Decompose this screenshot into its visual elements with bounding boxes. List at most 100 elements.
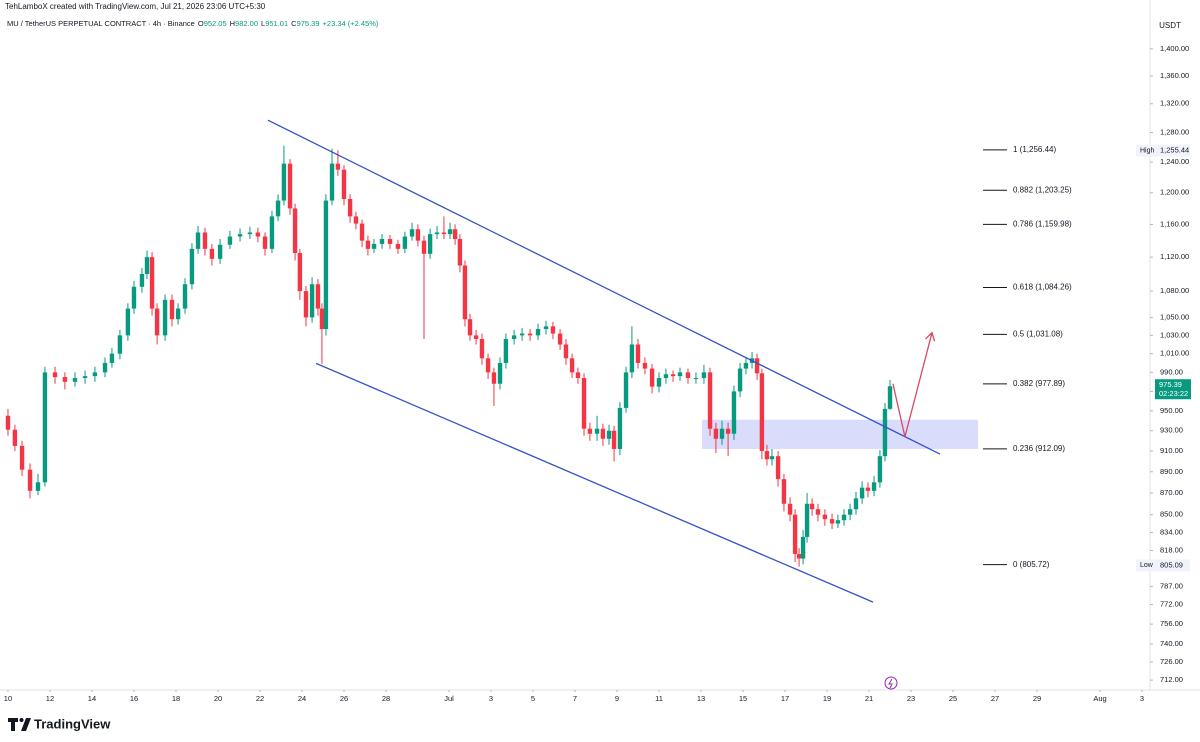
candle-body <box>764 451 770 460</box>
candle-body <box>835 520 841 524</box>
candle-body <box>329 163 335 201</box>
fib-label: 0.618 (1,084.26) <box>1013 283 1072 292</box>
y-tick-label: 1,010.00 <box>1160 349 1189 358</box>
candle-body <box>341 169 347 199</box>
x-tick-label: 14 <box>88 694 96 703</box>
arrow-head <box>925 331 936 342</box>
candle-body <box>281 163 287 201</box>
candle-body <box>792 514 798 554</box>
x-tick-label: 10 <box>4 694 12 703</box>
zone <box>702 419 979 449</box>
x-tick-label: 20 <box>214 694 222 703</box>
tradingview-logo: TradingView <box>8 716 111 731</box>
y-tick-label: 1,280.00 <box>1160 127 1189 136</box>
candle-body <box>871 482 877 491</box>
marker-label: High <box>1140 147 1155 154</box>
candle-body <box>527 333 533 336</box>
candle-body <box>72 378 78 382</box>
candle-body <box>719 428 725 439</box>
fib-label: 0 (805.72) <box>1013 560 1050 569</box>
marker-box <box>1136 144 1190 157</box>
candle-body <box>182 284 188 309</box>
candle-body <box>255 232 261 237</box>
candle-body <box>387 238 393 244</box>
x-tick-label: 24 <box>298 694 306 703</box>
lightning-icon <box>884 676 898 690</box>
candle-body <box>859 487 865 499</box>
countdown: 02:23:22 <box>1159 389 1188 398</box>
candle-body <box>822 514 828 520</box>
x-tick-label: 27 <box>991 694 999 703</box>
candle-body <box>421 240 427 254</box>
candle-body <box>743 362 749 369</box>
legend-part: 975.39 <box>297 19 320 28</box>
candle-body <box>594 428 600 434</box>
candle-body <box>754 358 760 374</box>
channel-line <box>315 362 874 603</box>
candle-body <box>693 378 699 380</box>
candle-body <box>365 240 371 249</box>
candle-body <box>887 386 893 409</box>
legend-part: MU / TetherUS PERPETUAL CONTRACT · 4h · … <box>7 19 195 28</box>
x-tick-label: 11 <box>655 694 663 703</box>
candle-body <box>701 372 707 379</box>
candle-body <box>629 344 635 373</box>
fib-label: 0.236 (912.09) <box>1013 444 1065 453</box>
candle-body <box>319 308 325 330</box>
candle-body <box>247 232 253 235</box>
candle-body <box>52 372 58 378</box>
candle-body <box>882 408 888 457</box>
candle-body <box>315 284 321 309</box>
credit: TehLamboX created with TradingView.com, … <box>5 2 266 11</box>
candle-body <box>725 428 731 434</box>
candle-body <box>117 335 123 354</box>
candle-body <box>323 200 329 330</box>
candle-body <box>237 234 243 237</box>
candle-body <box>154 308 160 336</box>
candle-body <box>677 372 683 377</box>
x-tick-label: 19 <box>823 694 831 703</box>
candle-body <box>109 353 115 363</box>
candle-body <box>169 299 175 320</box>
candle-body <box>713 428 719 439</box>
plot-area: 1 (1,256.44) 0.882 (1,203.25) 0.786 (1,159… <box>5 119 1072 603</box>
candle-body <box>550 326 556 334</box>
candle-body <box>269 216 275 249</box>
x-tick-label: 17 <box>781 694 789 703</box>
candle-body <box>92 372 98 377</box>
candle-body <box>131 286 137 309</box>
candle-body <box>292 208 298 254</box>
candle-body <box>12 429 18 446</box>
marker-box <box>1136 559 1190 572</box>
candle-body <box>395 243 401 249</box>
last-price-badge <box>1155 379 1191 400</box>
candle-body <box>5 415 11 430</box>
candle-body <box>447 229 453 235</box>
candle-body <box>441 232 447 235</box>
candle-body <box>303 291 309 318</box>
last-price: 975.39 <box>1159 380 1182 389</box>
candle-body <box>359 223 365 241</box>
y-tick-label: 1,160.00 <box>1160 219 1189 228</box>
candle-body <box>731 391 737 434</box>
candle-body <box>467 319 473 336</box>
candle-body <box>275 200 281 217</box>
candle-body <box>139 273 145 287</box>
y-tick-label: 890.00 <box>1160 467 1183 476</box>
candle-body <box>557 333 563 345</box>
candle-body <box>309 284 315 318</box>
x-tick-label: 5 <box>531 694 535 703</box>
candle-body <box>27 469 33 491</box>
candle-body <box>611 430 617 449</box>
x-tick-label: 22 <box>256 694 264 703</box>
candle-body <box>543 326 549 330</box>
candle-body <box>125 308 131 336</box>
legend-part: +23.34 (+2.45%) <box>323 19 379 28</box>
y-tick-label: 1,360.00 <box>1160 71 1189 80</box>
candle-body <box>781 479 787 504</box>
candle-body <box>379 238 385 244</box>
candle-body <box>787 503 793 515</box>
x-tick-label: 16 <box>130 694 138 703</box>
